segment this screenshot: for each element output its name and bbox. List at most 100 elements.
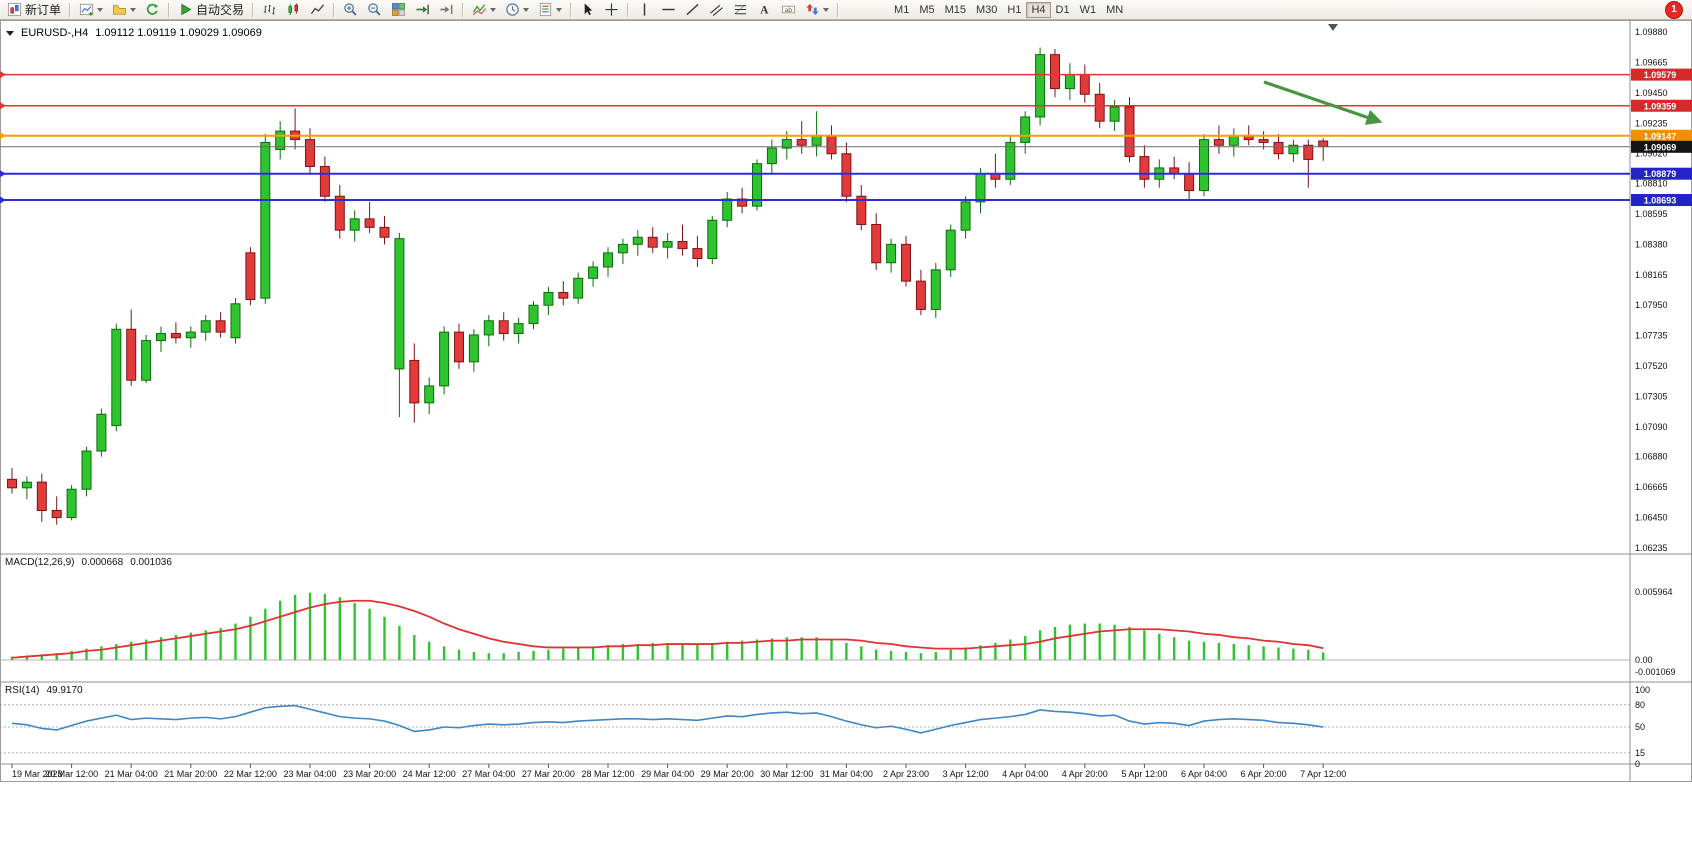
tile-windows-button[interactable]: [387, 1, 410, 18]
macd-value-main: 0.000668: [81, 557, 124, 568]
svg-text:3 Apr 12:00: 3 Apr 12:00: [943, 769, 989, 779]
equidistant-channel-button[interactable]: [705, 1, 728, 18]
svg-text:1.08165: 1.08165: [1635, 270, 1668, 280]
cursor-button[interactable]: [576, 1, 599, 18]
line-chart-icon: [310, 4, 325, 15]
svg-text:20 Mar 12:00: 20 Mar 12:00: [45, 769, 98, 779]
zoom-out-button[interactable]: [363, 1, 386, 18]
svg-text:15: 15: [1635, 748, 1645, 758]
toolbar-separator: [168, 2, 171, 17]
svg-text:4 Apr 20:00: 4 Apr 20:00: [1062, 769, 1108, 779]
line-chart-button[interactable]: [306, 1, 329, 18]
svg-text:1.07090: 1.07090: [1635, 422, 1668, 432]
notification-badge[interactable]: 1: [1665, 0, 1683, 19]
timeframe-h1-button[interactable]: H1: [1002, 2, 1026, 18]
new-chart-icon: [79, 3, 94, 16]
dropdown-caret-icon: [490, 7, 497, 12]
profiles-folder-icon: [113, 4, 126, 15]
dropdown-caret-icon: [556, 7, 563, 12]
svg-text:1.08810: 1.08810: [1635, 178, 1668, 188]
svg-text:1.09665: 1.09665: [1635, 57, 1668, 67]
svg-text:6 Apr 20:00: 6 Apr 20:00: [1241, 769, 1287, 779]
profiles-button[interactable]: [108, 1, 140, 18]
svg-text:27 Mar 20:00: 27 Mar 20:00: [522, 769, 575, 779]
refresh-icon: [146, 3, 159, 15]
svg-text:1.07520: 1.07520: [1635, 361, 1668, 371]
candlestick-chart-button[interactable]: [282, 1, 305, 18]
refresh-button[interactable]: [141, 1, 164, 18]
fibonacci-button[interactable]: [729, 1, 752, 18]
svg-text:1.09359: 1.09359: [1644, 101, 1677, 111]
bar-chart-button[interactable]: [258, 1, 281, 18]
dropdown-caret-icon: [523, 7, 530, 12]
arrows-button[interactable]: [801, 1, 833, 18]
svg-text:23 Mar 20:00: 23 Mar 20:00: [343, 769, 396, 779]
horizontal-line-icon: [662, 8, 675, 11]
crosshair-button[interactable]: [600, 1, 623, 18]
svg-text:19 Mar 2023: 19 Mar 2023: [12, 769, 63, 779]
zoom-in-button[interactable]: [339, 1, 362, 18]
templates-button[interactable]: [534, 1, 566, 18]
timeframe-m15-button[interactable]: M15: [940, 2, 971, 18]
svg-text:21 Mar 20:00: 21 Mar 20:00: [164, 769, 217, 779]
svg-text:1.09069: 1.09069: [1644, 142, 1677, 152]
svg-text:30 Mar 12:00: 30 Mar 12:00: [760, 769, 813, 779]
auto-scroll-button[interactable]: [411, 1, 434, 18]
svg-text:1.09880: 1.09880: [1635, 27, 1668, 37]
svg-text:1.09450: 1.09450: [1635, 88, 1668, 98]
new-order-icon: [7, 2, 22, 17]
rsi-label: RSI(14): [5, 685, 40, 696]
svg-text:1.06235: 1.06235: [1635, 543, 1668, 553]
new-order-label: 新订单: [25, 3, 62, 17]
toolbar-separator: [837, 2, 840, 17]
indicators-icon: [472, 4, 487, 16]
chart-canvas[interactable]: 1.09880 1.09665 1.09450 1.09235 1.09020 1.088…: [0, 20, 1692, 782]
svg-text:27 Mar 04:00: 27 Mar 04:00: [462, 769, 515, 779]
zoom-in-icon: [344, 3, 357, 16]
macd-value-signal: 0.001036: [130, 557, 172, 568]
toolbar-separator: [333, 2, 336, 17]
auto-scroll-icon: [416, 4, 429, 15]
tile-windows-icon: [392, 3, 405, 16]
indicators-button[interactable]: [468, 1, 500, 18]
chart-shift-button[interactable]: [435, 1, 458, 18]
svg-text:31 Mar 04:00: 31 Mar 04:00: [820, 769, 873, 779]
autotrading-button[interactable]: 自动交易: [174, 1, 248, 18]
trendline-button[interactable]: [681, 1, 704, 18]
svg-text:1.07305: 1.07305: [1635, 392, 1668, 402]
svg-text:ab: ab: [785, 7, 793, 14]
chart-ohlc-values: 1.09112 1.09119 1.09029 1.09069: [95, 27, 262, 39]
autotrading-label: 自动交易: [196, 3, 245, 17]
chart-window: 1.09880 1.09665 1.09450 1.09235 1.09020 1.088…: [0, 20, 1692, 782]
svg-text:4 Apr 04:00: 4 Apr 04:00: [1002, 769, 1048, 779]
timeframe-m30-button[interactable]: M30: [971, 2, 1002, 18]
svg-text:29 Mar 20:00: 29 Mar 20:00: [701, 769, 754, 779]
text-label-button[interactable]: ab: [777, 1, 800, 18]
vertical-line-button[interactable]: [633, 1, 656, 18]
fibonacci-icon: [734, 4, 747, 15]
svg-text:1.06450: 1.06450: [1635, 513, 1668, 523]
timeframe-h4-button[interactable]: H4: [1026, 1, 1051, 18]
toolbar-separator: [627, 2, 630, 17]
new-chart-button[interactable]: [75, 1, 107, 18]
timeframe-w1-button[interactable]: W1: [1075, 2, 1102, 18]
timeframe-d1-button[interactable]: D1: [1051, 2, 1075, 18]
svg-text:0: 0: [1635, 759, 1640, 769]
timeframe-m1-button[interactable]: M1: [889, 2, 914, 18]
chart-symbol-period: EURUSD-,H4: [21, 27, 89, 39]
dropdown-caret-icon: [97, 7, 104, 12]
svg-text:1.09579: 1.09579: [1644, 70, 1677, 80]
svg-text:1.06880: 1.06880: [1635, 452, 1668, 462]
rsi-value: 49.9170: [46, 685, 83, 696]
new-order-button[interactable]: 新订单: [3, 1, 65, 18]
rsi-pane-label: RSI(14) 49.9170: [5, 685, 83, 696]
horizontal-line-button[interactable]: [657, 1, 680, 18]
chart-collapse-icon[interactable]: [6, 30, 14, 36]
cursor-icon: [584, 3, 593, 16]
timeframe-m5-button[interactable]: M5: [914, 2, 939, 18]
periods-button[interactable]: [501, 1, 533, 18]
svg-text:1.06665: 1.06665: [1635, 482, 1668, 492]
text-button[interactable]: A: [753, 1, 776, 18]
timeframe-mn-button[interactable]: MN: [1101, 2, 1128, 18]
svg-text:0.005964: 0.005964: [1635, 587, 1673, 597]
